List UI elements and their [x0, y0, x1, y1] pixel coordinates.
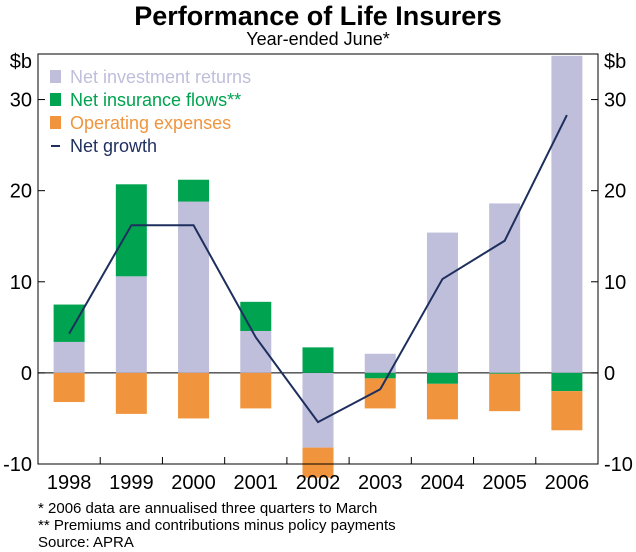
x-tick-label-2005: 2005	[482, 472, 527, 494]
legend-label-1: Net insurance flows**	[70, 90, 241, 110]
y-tick-label-right: 0	[604, 363, 615, 385]
x-tick-label-2000: 2000	[171, 472, 216, 494]
legend-label-0: Net investment returns	[70, 67, 251, 87]
bar-net-insurance-flows-2005	[489, 372, 521, 374]
x-tick-label-1998: 1998	[47, 472, 92, 494]
x-tick-label-1999: 1999	[109, 472, 154, 494]
bar-net-investment-returns-2005	[489, 203, 521, 373]
bar-net-insurance-flows-1998	[53, 304, 85, 342]
bar-net-insurance-flows-2000	[178, 179, 210, 202]
bar-net-insurance-flows-1999	[115, 184, 147, 277]
legend-swatch-2	[50, 116, 61, 129]
y-axis-unit-left: $b	[10, 51, 32, 73]
bar-net-insurance-flows-2001	[240, 301, 272, 331]
legend-swatch-0	[50, 70, 61, 83]
bar-net-investment-returns-2002	[302, 372, 334, 448]
bar-operating-expenses-2005	[489, 373, 521, 412]
legend-swatch-1	[50, 93, 61, 106]
plot-frame	[37, 53, 599, 465]
bar-net-insurance-flows-2002	[302, 347, 334, 373]
x-tick-label-2001: 2001	[234, 472, 279, 494]
x-tick-label-2006: 2006	[545, 472, 590, 494]
bar-operating-expenses-1999	[115, 372, 147, 414]
bar-operating-expenses-2000	[178, 372, 210, 419]
y-tick-label-left: 0	[21, 363, 32, 385]
bar-net-insurance-flows-2004	[426, 372, 458, 384]
y-tick-label-right: 10	[604, 272, 626, 294]
y-tick-label-right: 30	[604, 90, 626, 112]
x-tick-label-2002: 2002	[296, 472, 341, 494]
bar-operating-expenses-2002	[302, 447, 334, 478]
bar-net-investment-returns-2003	[364, 353, 396, 373]
y-tick-label-left: 30	[10, 90, 32, 112]
bar-net-investment-returns-2000	[178, 201, 210, 373]
y-tick-label-left: -10	[3, 454, 32, 476]
bar-operating-expenses-2004	[426, 383, 458, 420]
footnote-2: ** Premiums and contributions minus poli…	[38, 517, 396, 534]
chart-subtitle: Year-ended June*	[246, 29, 390, 49]
y-axis-unit-right: $b	[604, 51, 626, 73]
bar-net-investment-returns-2004	[426, 232, 458, 373]
bar-operating-expenses-2003	[364, 378, 396, 409]
x-tick-label-2003: 2003	[358, 472, 403, 494]
bar-operating-expenses-2001	[240, 372, 272, 409]
y-tick-label-left: 10	[10, 272, 32, 294]
net-growth-line	[68, 114, 568, 424]
bar-net-investment-returns-1998	[53, 341, 85, 373]
bar-operating-expenses-2006	[551, 391, 583, 431]
bar-net-insurance-flows-2006	[551, 372, 583, 392]
y-tick-label-left: 20	[10, 181, 32, 203]
x-tick-label-2004: 2004	[420, 472, 465, 494]
y-tick-label-right: 20	[604, 181, 626, 203]
legend-label-3: Net growth	[70, 136, 157, 156]
bar-operating-expenses-1998	[53, 372, 85, 403]
bar-net-insurance-flows-2003	[364, 372, 396, 379]
bar-net-investment-returns-2006	[551, 55, 583, 373]
footnote-1: * 2006 data are annualised three quarter…	[38, 500, 378, 517]
bar-net-investment-returns-1999	[115, 276, 147, 373]
chart-title: Performance of Life Insurers	[134, 1, 502, 31]
source-note: Source: APRA	[38, 534, 134, 551]
y-tick-label-right: -10	[604, 454, 633, 476]
legend-label-2: Operating expenses	[70, 113, 231, 133]
